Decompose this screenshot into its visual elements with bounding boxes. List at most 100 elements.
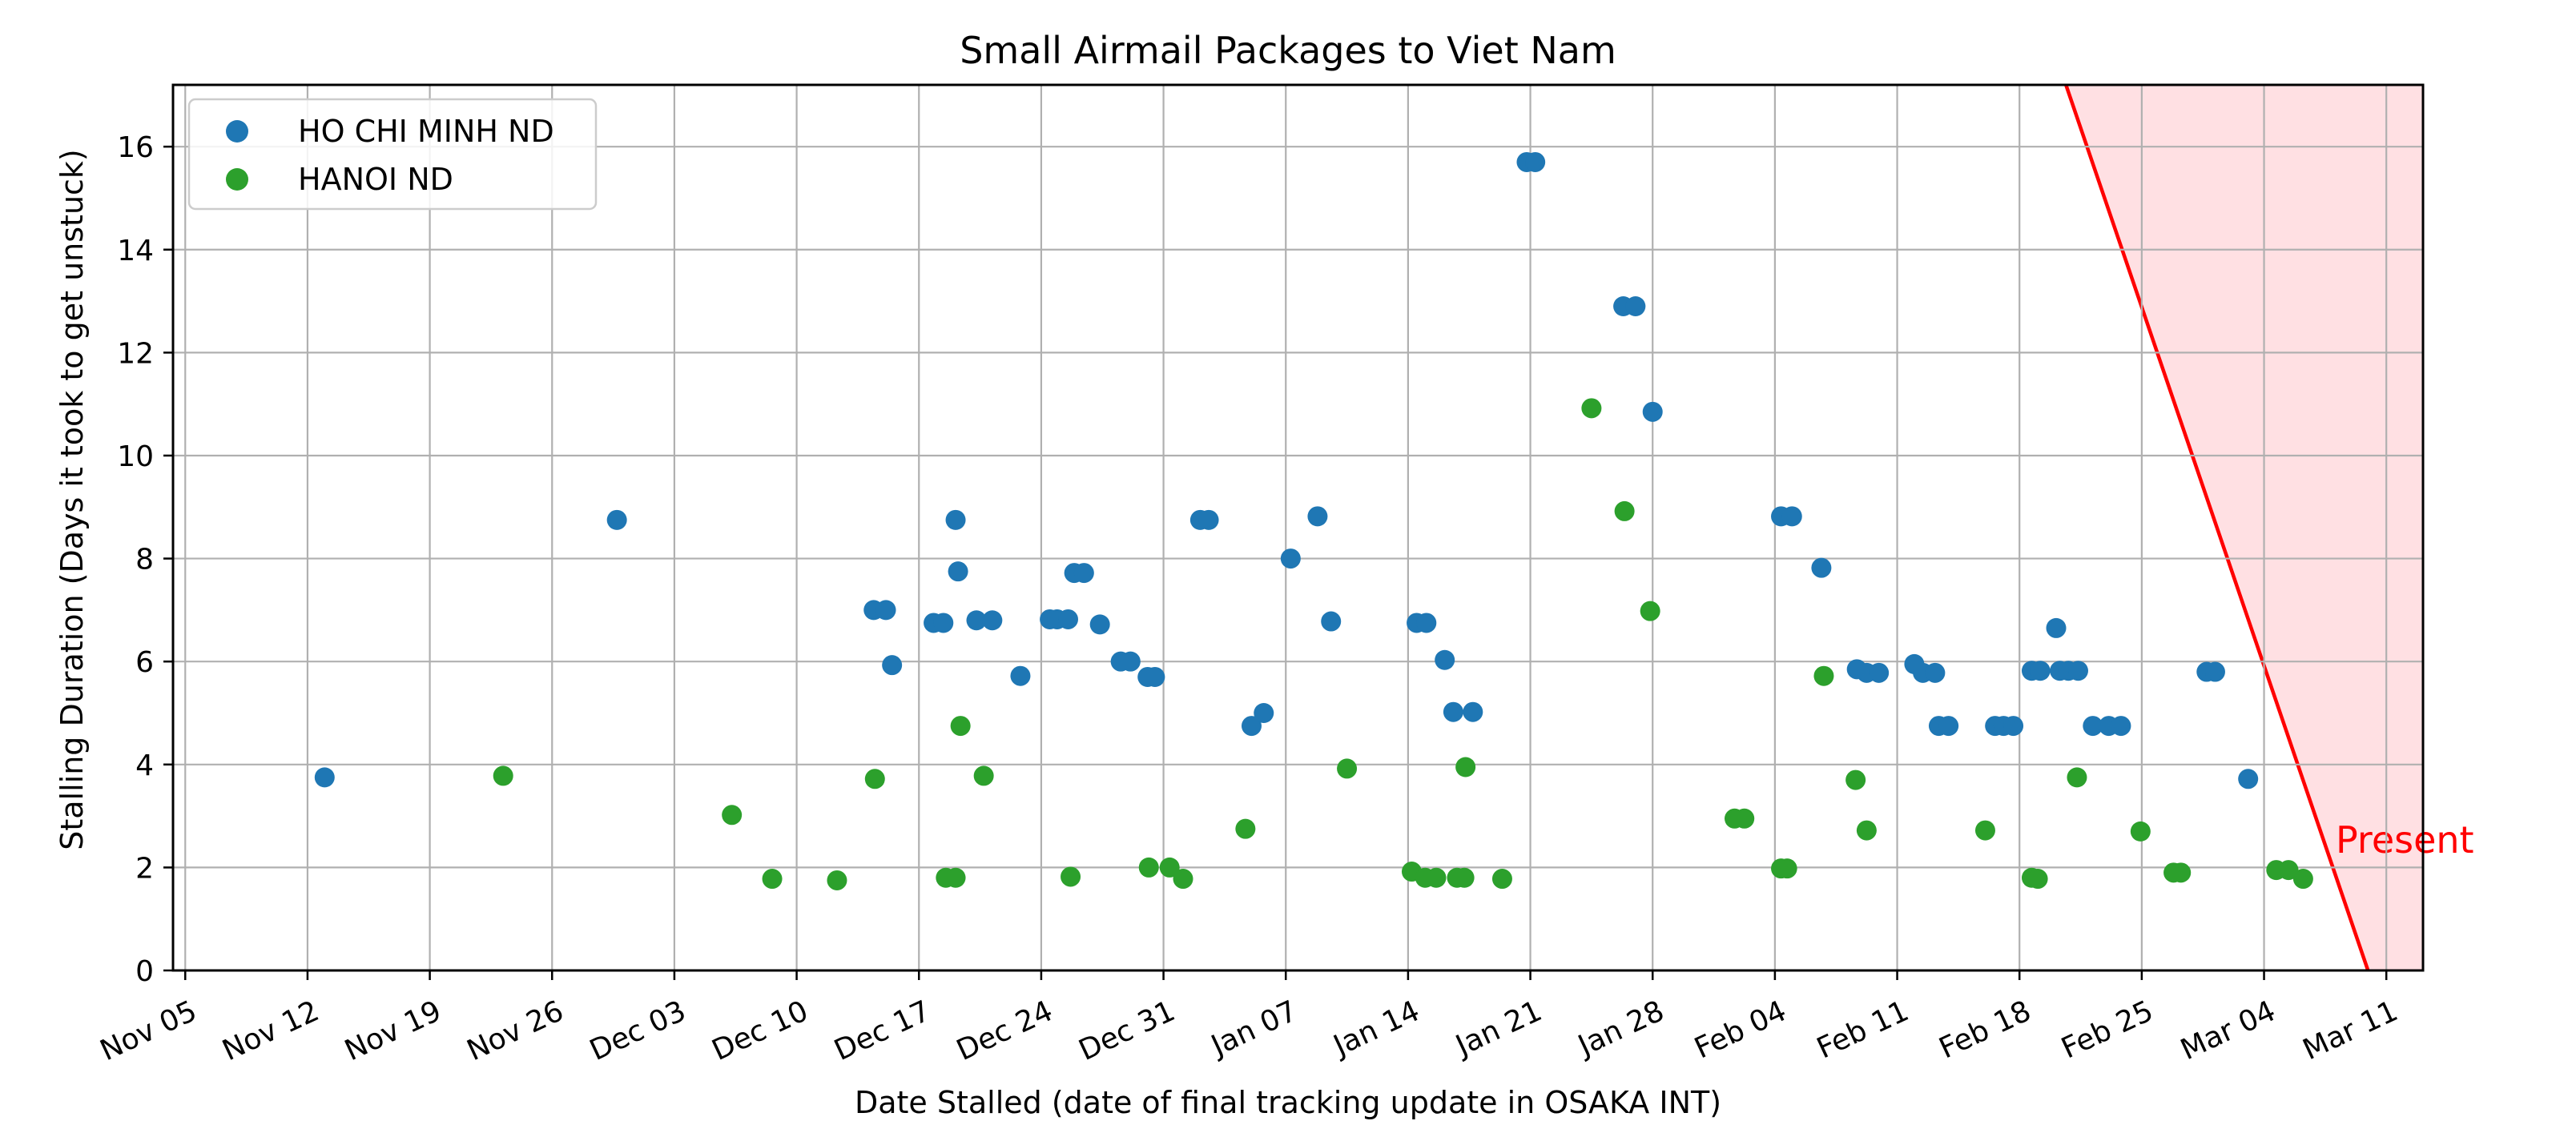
axes-frame [171, 83, 2425, 972]
data-point [1198, 509, 1219, 530]
present-line [2064, 84, 2370, 971]
data-point [1581, 398, 1602, 419]
data-point [1254, 702, 1274, 723]
data-point [2046, 617, 2067, 638]
y-axis-ticks: 0 2 4 6 8 10 12 14 16 [117, 131, 173, 988]
y-tick-label: 10 [117, 440, 154, 473]
data-point [1781, 506, 1802, 527]
legend-marker [226, 168, 248, 191]
series-hanoi-nd [493, 398, 2313, 890]
data-point [1614, 500, 1635, 521]
data-point [2067, 661, 2088, 681]
data-point [1307, 506, 1328, 527]
present-region: Present [2064, 84, 2474, 971]
data-point [1856, 820, 1877, 841]
data-point [1138, 857, 1159, 878]
data-point [1145, 666, 1165, 687]
present-label: Present [2336, 818, 2474, 862]
data-point [1337, 758, 1358, 779]
data-point [982, 610, 1003, 631]
y-tick-label: 8 [135, 544, 154, 577]
data-point [1235, 818, 1256, 839]
data-point [1089, 614, 1110, 635]
y-tick-label: 14 [117, 235, 154, 267]
data-point [933, 613, 954, 633]
data-point [2027, 869, 2048, 890]
data-point [827, 870, 847, 890]
data-points [314, 151, 2313, 890]
legend-box [187, 98, 598, 211]
y-tick-label: 6 [135, 646, 154, 679]
axes [171, 83, 2425, 972]
plot-background [173, 85, 2423, 970]
data-point [722, 805, 743, 826]
data-point [1845, 769, 1866, 790]
data-point [2238, 769, 2259, 789]
data-point [1241, 716, 1262, 737]
chart-title: Small Airmail Packages to Viet Nam [960, 29, 1616, 72]
data-point [1525, 151, 1546, 172]
data-point [1938, 716, 1959, 737]
data-point [606, 509, 627, 530]
data-point [1057, 609, 1078, 629]
series-ho-chi-minh-nd [314, 151, 2259, 789]
legend: HO CHI MINH ND HANOI ND [187, 98, 598, 211]
y-tick-label: 16 [117, 131, 154, 164]
data-point [493, 765, 513, 786]
grid-lines [173, 85, 2423, 972]
data-point [2292, 869, 2313, 890]
data-point [314, 767, 335, 788]
data-point [1159, 857, 1180, 878]
data-point [1455, 757, 1476, 777]
data-point [948, 561, 968, 582]
data-point [1974, 820, 1995, 841]
y-tick-label: 0 [135, 955, 154, 988]
data-point [1925, 662, 1946, 683]
data-point [966, 610, 987, 631]
data-point [2030, 661, 2051, 681]
data-point [1642, 401, 1663, 422]
data-point [1173, 869, 1193, 890]
y-tick-label: 4 [135, 749, 154, 782]
data-point [1869, 662, 1890, 683]
data-point [1416, 613, 1437, 633]
data-point [1640, 601, 1660, 621]
data-point [2083, 716, 2103, 737]
present-shaded-area [2066, 85, 2423, 970]
data-point [762, 869, 783, 890]
y-tick-label: 2 [135, 852, 154, 885]
data-point [1734, 808, 1755, 829]
legend-label: HANOI ND [298, 162, 453, 197]
data-point [1443, 701, 1463, 722]
x-axis-label: Date Stalled (date of final tracking upd… [855, 1085, 1721, 1120]
data-point [945, 509, 966, 530]
data-point [2278, 860, 2299, 881]
data-point [1120, 651, 1141, 672]
y-axis-label: Stalling Duration (Days it took to get u… [54, 149, 90, 850]
data-point [1454, 867, 1475, 888]
data-point [1463, 701, 1483, 722]
data-point [1061, 866, 1081, 887]
data-point [1321, 611, 1342, 632]
data-point [882, 655, 903, 676]
data-point [1010, 665, 1031, 686]
data-point [864, 769, 885, 789]
data-point [1073, 563, 1094, 584]
data-point [2111, 716, 2131, 737]
data-point [1491, 869, 1512, 890]
data-point [950, 716, 971, 737]
data-point [1777, 858, 1797, 879]
data-point [875, 600, 896, 621]
data-point [1426, 867, 1447, 888]
data-point [945, 867, 966, 888]
data-point [1625, 296, 1646, 316]
data-point [1811, 557, 1832, 578]
data-point [2171, 862, 2192, 883]
y-tick-label: 12 [117, 337, 154, 370]
plot-area [173, 85, 2423, 970]
data-point [1813, 665, 1834, 686]
legend-marker [226, 120, 248, 143]
data-point [2067, 767, 2087, 788]
data-point [1435, 649, 1455, 670]
